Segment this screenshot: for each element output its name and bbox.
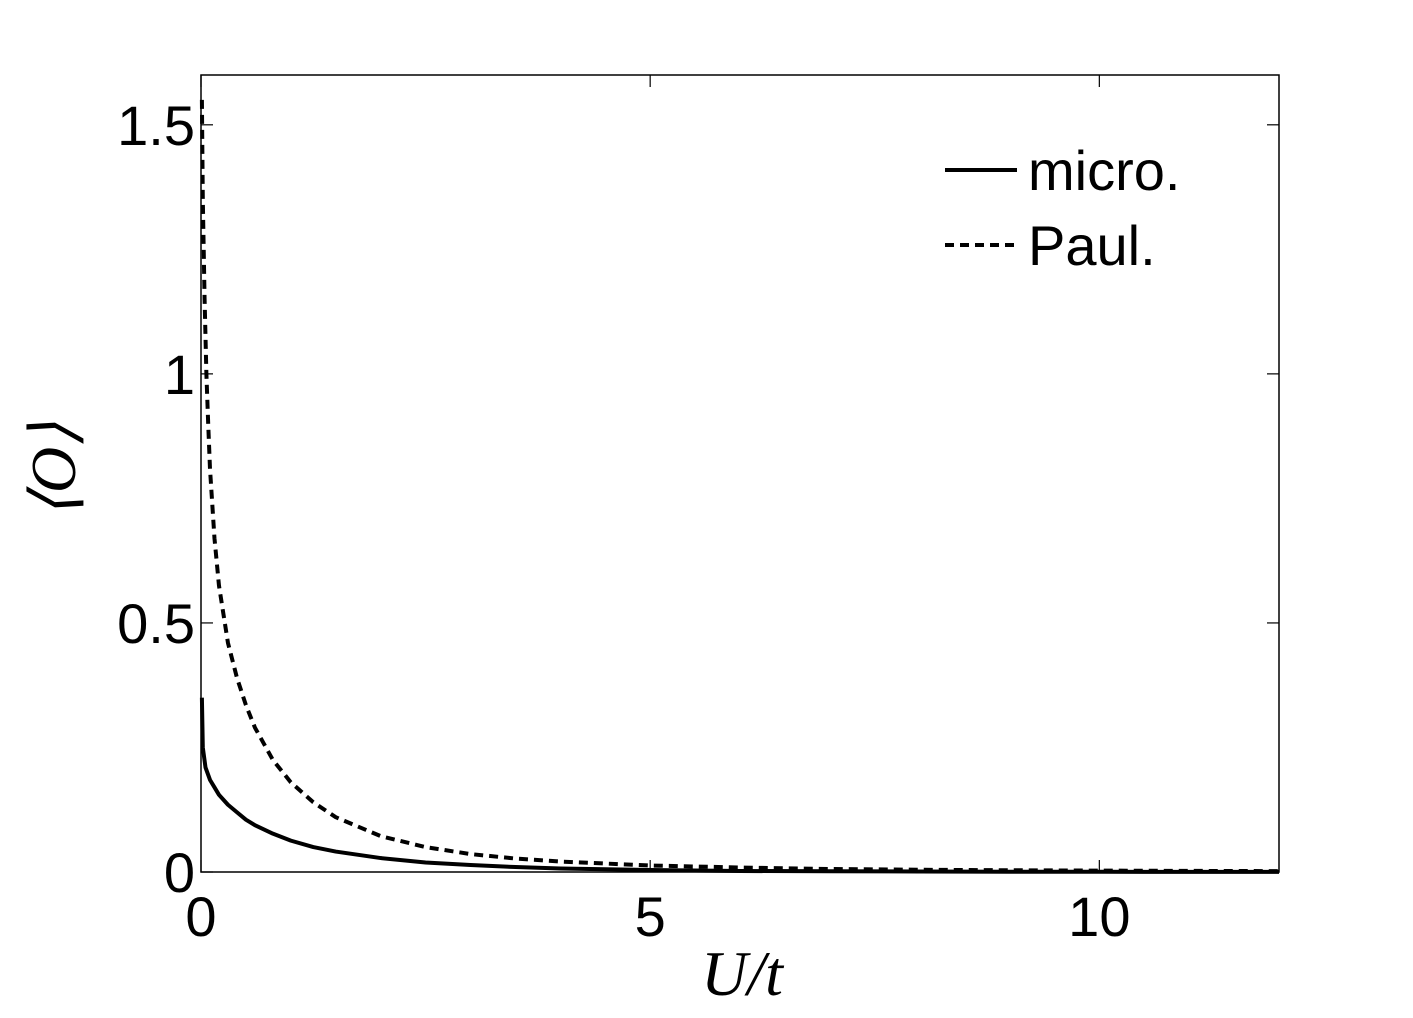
x-tick-label: 10 [1068,885,1130,948]
series-line-micro [199,697,1280,874]
x-tick-label: 5 [635,885,666,948]
x-tick-label: 0 [185,885,216,948]
series-layer [199,99,1280,874]
y-tick-label: 0 [164,841,195,904]
y-tick-label: 1 [164,343,195,406]
y-tick-label: 1.5 [117,94,195,157]
y-axis-ticks: 0 0.5 1 1.5 [117,94,1279,904]
legend: micro. Paul. [945,139,1180,277]
legend-label: Paul. [1028,214,1156,277]
x-axis-label: U/t [701,938,785,1009]
x-axis-ticks: 0 5 10 [185,75,1130,948]
legend-label: micro. [1028,139,1180,202]
series-line-paul [199,99,1280,874]
y-axis-label: ⟨O⟩ [18,422,89,518]
y-tick-label: 0.5 [117,592,195,655]
